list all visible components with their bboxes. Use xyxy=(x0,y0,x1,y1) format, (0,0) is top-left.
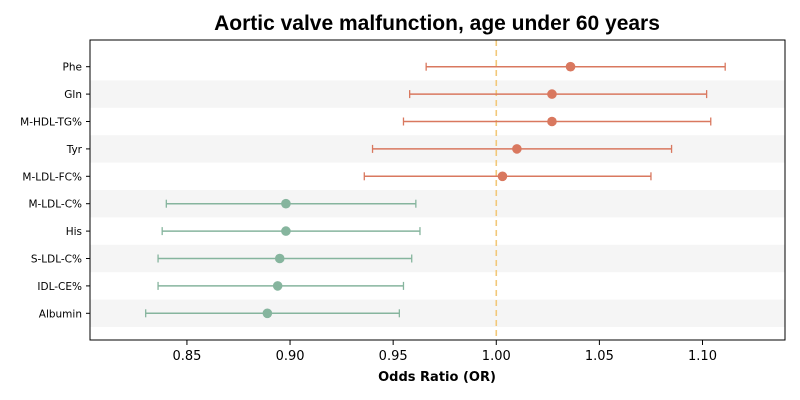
y-category-label: Gln xyxy=(64,89,82,101)
or-point xyxy=(565,61,576,72)
or-point xyxy=(272,281,283,291)
or-point xyxy=(274,253,285,264)
x-axis-label: Odds Ratio (OR) xyxy=(378,370,496,385)
or-point xyxy=(281,226,291,236)
or-point xyxy=(262,308,273,319)
y-category-label: M-HDL-TG% xyxy=(20,117,82,129)
or-point xyxy=(547,116,557,127)
plot-frame xyxy=(89,39,786,341)
or-point xyxy=(547,89,557,99)
x-tick-label: 0.90 xyxy=(276,349,305,364)
y-axis-categories: Phe Gln M-HDL-TG% Tyr M-LDL-FC% M-LDL-C% His S-… xyxy=(20,62,90,320)
or-point xyxy=(281,198,291,209)
y-category-label: Albumin xyxy=(39,308,82,320)
chart-title: Aortic valve malfunction, age under 60 y… xyxy=(214,12,660,35)
x-tick-label: 1.05 xyxy=(585,349,614,364)
y-category-label: S-LDL-C% xyxy=(31,254,82,266)
y-category-label: M-LDL-FC% xyxy=(22,171,82,183)
y-category-label: IDL-CE% xyxy=(37,281,82,293)
x-tick-label: 1.00 xyxy=(482,349,511,364)
y-category-label: Phe xyxy=(63,62,82,74)
x-tick-label: 0.85 xyxy=(172,349,201,364)
x-axis-ticks: 0.85 0.90 0.95 1.00 1.05 1.10 xyxy=(172,340,717,364)
y-category-label: His xyxy=(66,226,82,238)
x-tick-label: 1.10 xyxy=(688,349,717,364)
data-marks xyxy=(145,61,726,319)
or-point xyxy=(512,144,522,154)
y-category-label: Tyr xyxy=(66,144,83,156)
or-point xyxy=(497,171,508,182)
x-tick-label: 0.95 xyxy=(379,349,408,364)
y-category-label: M-LDL-C% xyxy=(28,199,82,211)
